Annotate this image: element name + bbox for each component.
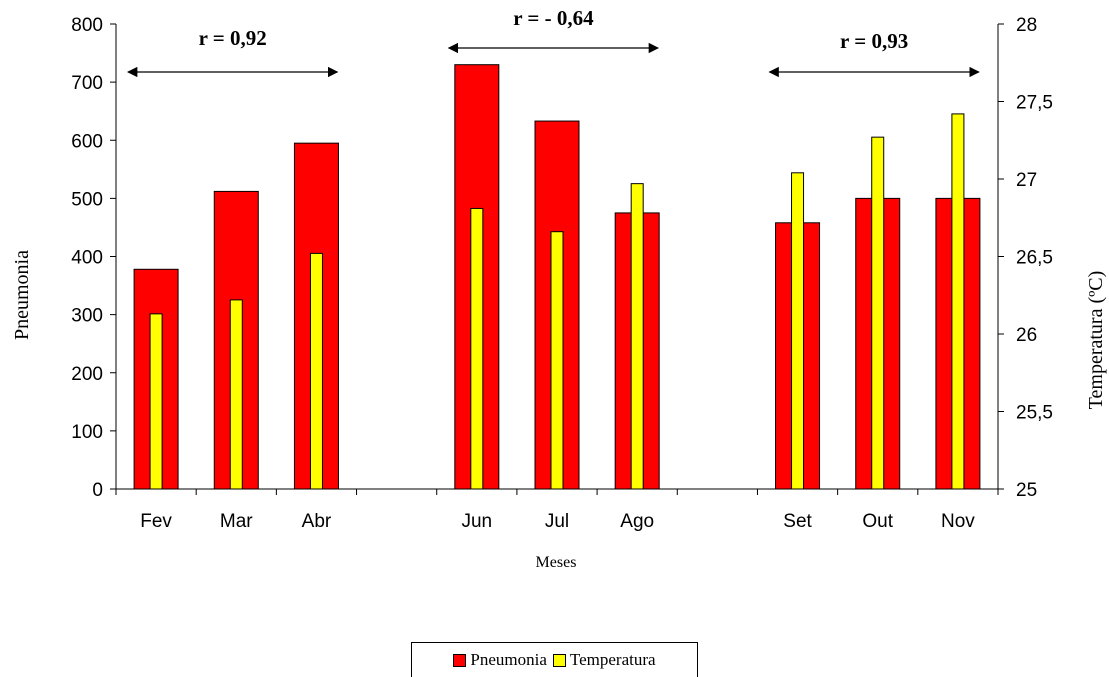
left-tick-label: 700: [71, 73, 103, 94]
bar-temperatura: [791, 172, 805, 490]
annotations: r = 0,92 r = - 0,64 r = 0,93: [126, 6, 980, 78]
right-tick-label: 25,5: [1016, 403, 1053, 424]
left-tick-label: 500: [71, 189, 103, 210]
y-axis-title-left: Pneumonia: [11, 250, 33, 340]
right-tick-label: 25: [1016, 480, 1037, 501]
right-tick-label: 27: [1016, 170, 1037, 191]
left-tick-label: 0: [92, 480, 103, 501]
left-tick-label: 800: [71, 15, 103, 36]
left-tick-label: 600: [71, 131, 103, 152]
x-axis: Fev Mar Abr Jun Jul Ago Set Out Nov: [115, 488, 999, 532]
legend-label-pneumonia: Pneumonia: [470, 650, 547, 669]
y-axis-title-right: Temperatura (ºC): [1085, 271, 1107, 410]
bar-temperatura: [229, 299, 243, 490]
correlation-label: r = 0,92: [199, 26, 267, 50]
legend-swatch-pneumonia: [453, 653, 467, 667]
category-label: Out: [862, 511, 893, 532]
bar-temperatura: [309, 252, 323, 490]
right-tick-label: 26: [1016, 325, 1037, 346]
legend-label-temperatura: Temperatura: [569, 650, 656, 669]
bar-temperatura: [149, 313, 163, 490]
right-axis: 25 25,5 26 26,5 27 27,5 28: [997, 15, 1053, 501]
right-tick-label: 26,5: [1016, 248, 1053, 269]
bar-temperatura: [550, 231, 564, 490]
category-label: Jul: [545, 511, 569, 532]
left-axis: 0 100 200 300 400 500 600 700 800: [71, 15, 117, 501]
category-label: Jun: [461, 511, 492, 532]
right-tick-label: 27,5: [1016, 93, 1053, 114]
x-axis-title: Meses: [536, 554, 577, 571]
category-label: Abr: [302, 511, 332, 532]
correlation-label: r = 0,93: [840, 29, 908, 53]
left-tick-label: 400: [71, 248, 103, 269]
legend: Pneumonia Temperatura: [411, 642, 698, 677]
category-label: Fev: [140, 511, 172, 532]
left-tick-label: 200: [71, 364, 103, 385]
category-label: Mar: [220, 511, 253, 532]
legend-item-temperatura: Temperatura: [552, 650, 656, 670]
category-label: Set: [783, 511, 812, 532]
bar-temperatura: [951, 113, 965, 490]
legend-swatch-temperatura: [552, 653, 566, 667]
right-tick-label: 28: [1016, 15, 1037, 36]
category-label: Nov: [941, 511, 975, 532]
legend-item-pneumonia: Pneumonia: [453, 650, 547, 670]
left-tick-label: 100: [71, 422, 103, 443]
bar-temperatura: [871, 136, 885, 490]
category-label: Ago: [620, 511, 654, 532]
correlation-label: r = - 0,64: [513, 6, 594, 30]
bar-temperatura: [470, 207, 484, 490]
bar-temperatura: [630, 183, 644, 490]
left-tick-label: 300: [71, 306, 103, 327]
bars: [133, 64, 981, 490]
